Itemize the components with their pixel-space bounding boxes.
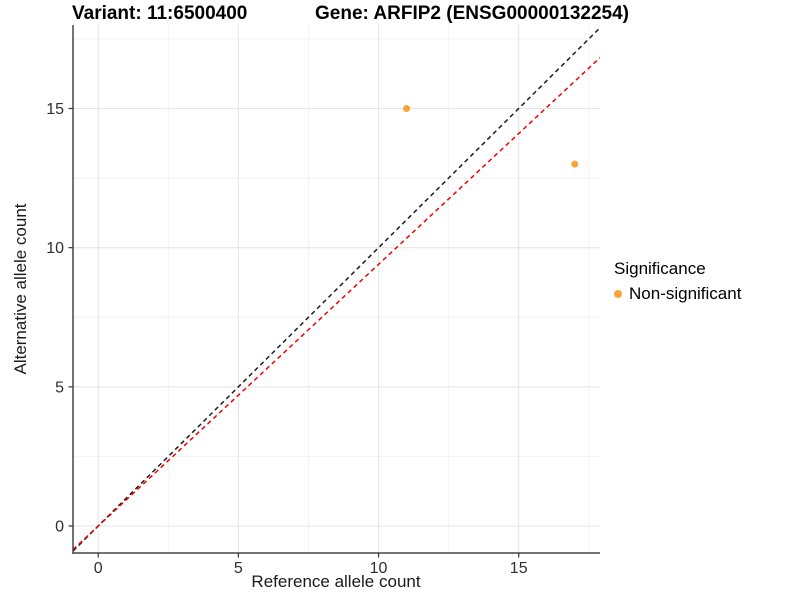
legend-item: Non-significant	[614, 284, 741, 304]
x-tick-label: 10	[370, 560, 388, 577]
gene-title: Gene: ARFIP2 (ENSG00000132254)	[315, 3, 630, 24]
legend-point-icon	[614, 290, 622, 298]
x-axis-title: Reference allele count	[251, 572, 421, 591]
x-tick-label: 5	[234, 560, 243, 577]
variant-title: Variant: 11:6500400	[72, 3, 248, 24]
y-tick-label: 5	[55, 379, 64, 396]
x-tick-label: 0	[94, 560, 103, 577]
legend-item-label: Non-significant	[629, 284, 742, 303]
y-axis-title: Alternative allele count	[11, 203, 30, 375]
data-point	[571, 160, 579, 168]
legend-title: Significance	[614, 259, 706, 278]
data-point	[403, 105, 411, 113]
ratio-line	[73, 57, 600, 551]
legend: Significance Non-significant	[614, 259, 741, 304]
x-tick-label: 15	[510, 560, 528, 577]
y-tick-label: 15	[46, 101, 64, 118]
y-tick-label: 10	[46, 240, 64, 257]
y-tick-label: 0	[55, 519, 64, 536]
identity-line	[73, 27, 600, 552]
